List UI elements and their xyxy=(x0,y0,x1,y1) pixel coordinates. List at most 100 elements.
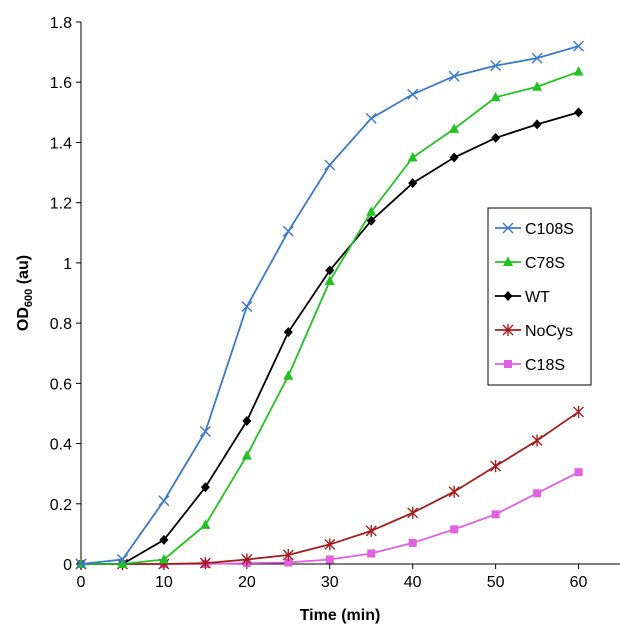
data-point-wt xyxy=(200,482,210,493)
marker-stroke xyxy=(241,301,253,313)
data-point-c108s xyxy=(573,40,585,52)
data-point-nocys xyxy=(407,506,419,519)
marker-stroke xyxy=(199,426,211,438)
data-point-wt xyxy=(574,107,584,118)
data-point-c108s xyxy=(407,88,419,100)
data-point-wt xyxy=(366,215,376,226)
axes: 0 0.2 0.4 0.6 0.8 1 1.2 1.4 1.6 1.8 0 10 20 30 40 50 60 xyxy=(50,15,620,591)
data-point-c78s xyxy=(200,519,211,529)
y-tick-label: 0.8 xyxy=(50,316,72,333)
data-point-c18s xyxy=(533,489,542,498)
y-tick-label: 0.6 xyxy=(50,376,72,393)
y-tick-label: 1.8 xyxy=(50,15,72,32)
data-point-nocys xyxy=(573,405,585,418)
data-point-c108s xyxy=(365,112,377,124)
marker-stroke xyxy=(365,112,377,124)
data-point-c108s xyxy=(241,301,253,313)
data-point-c108s xyxy=(448,70,460,82)
y-axis-title-main: OD xyxy=(15,307,32,331)
data-point-c18s xyxy=(574,468,583,477)
legend-item-c108s: C108S xyxy=(495,221,574,238)
marker-stroke xyxy=(116,553,128,565)
series-layer xyxy=(75,40,585,570)
data-point-c78s xyxy=(407,152,418,162)
legend: C108S C78S WT NoCys C18S xyxy=(487,207,592,386)
y-tick-label: 1.6 xyxy=(50,75,72,92)
data-point-wt xyxy=(242,415,252,426)
data-point-c18s xyxy=(367,549,376,558)
data-point-nocys xyxy=(365,524,377,537)
data-point-c108s xyxy=(199,426,211,438)
data-point-c78s xyxy=(283,370,294,380)
legend-swatch-marker xyxy=(503,256,513,266)
y-tick-label: 1.2 xyxy=(50,196,72,213)
marker-stroke xyxy=(158,495,170,507)
data-point-c78s xyxy=(324,275,335,285)
data-point-c18s xyxy=(408,538,417,547)
data-point-nocys xyxy=(448,485,460,498)
legend-item-nocys: NoCys xyxy=(495,323,573,340)
x-tick-label: 50 xyxy=(487,574,505,591)
data-point-wt xyxy=(532,119,542,130)
marker-stroke xyxy=(75,558,87,570)
data-point-c78s xyxy=(117,558,128,568)
x-tick-label: 0 xyxy=(77,574,86,591)
marker-stroke xyxy=(282,225,294,237)
data-point-nocys xyxy=(282,548,294,561)
legend-label: NoCys xyxy=(525,323,573,340)
legend-label: C18S xyxy=(525,357,565,374)
marker-stroke xyxy=(502,222,514,234)
series-c18s xyxy=(77,468,583,568)
x-tick-label: 10 xyxy=(155,574,173,591)
data-point-wt xyxy=(283,327,293,338)
legend-swatch-marker xyxy=(503,291,513,301)
data-point-wt xyxy=(449,152,459,163)
data-point-c108s xyxy=(531,52,543,64)
data-point-c108s xyxy=(75,558,87,570)
legend-swatch-marker xyxy=(502,324,514,336)
series-c78s xyxy=(76,66,584,568)
marker-stroke xyxy=(531,52,543,64)
data-point-c78s xyxy=(490,91,501,102)
data-point-c108s xyxy=(116,553,128,565)
legend-label: C78S xyxy=(525,255,565,272)
marker-stroke xyxy=(490,60,502,72)
series-c108s xyxy=(75,40,585,570)
data-point-wt xyxy=(159,534,169,545)
legend-label: C108S xyxy=(525,221,574,238)
data-point-c78s xyxy=(366,206,377,216)
data-point-c18s xyxy=(450,525,459,534)
y-tick-label: 0.4 xyxy=(50,437,72,454)
data-point-c18s xyxy=(325,555,334,564)
data-point-c108s xyxy=(490,60,502,72)
data-point-wt xyxy=(408,178,418,189)
data-point-nocys xyxy=(490,460,502,473)
data-point-nocys xyxy=(531,434,543,447)
y-tick-label: 1.4 xyxy=(50,135,72,152)
x-tick-label: 60 xyxy=(570,574,588,591)
legend-label: WT xyxy=(525,289,550,306)
y-axis-title: OD600 (au) xyxy=(15,255,35,331)
y-tick-label: 0 xyxy=(63,557,72,574)
marker-stroke xyxy=(324,159,336,171)
data-point-nocys xyxy=(199,557,211,570)
x-tick-label: 20 xyxy=(238,574,256,591)
marker-stroke xyxy=(448,70,460,82)
legend-item-wt: WT xyxy=(495,289,550,306)
data-point-c78s xyxy=(241,450,252,460)
data-point-c18s xyxy=(284,558,293,567)
legend-item-c18s: C18S xyxy=(495,357,565,374)
data-point-c18s xyxy=(491,510,500,519)
legend-item-c78s: C78S xyxy=(495,255,565,272)
data-point-nocys xyxy=(241,553,253,566)
y-tick-label: 0.2 xyxy=(50,497,72,514)
y-axis-title-subscript: 600 xyxy=(23,289,35,307)
data-point-wt xyxy=(491,132,501,143)
x-axis-title: Time (min) xyxy=(300,607,381,624)
legend-swatch-marker xyxy=(502,222,514,234)
data-point-c108s xyxy=(158,495,170,507)
series-nocys xyxy=(75,405,585,570)
x-tick-label: 40 xyxy=(404,574,422,591)
marker-stroke xyxy=(573,40,585,52)
